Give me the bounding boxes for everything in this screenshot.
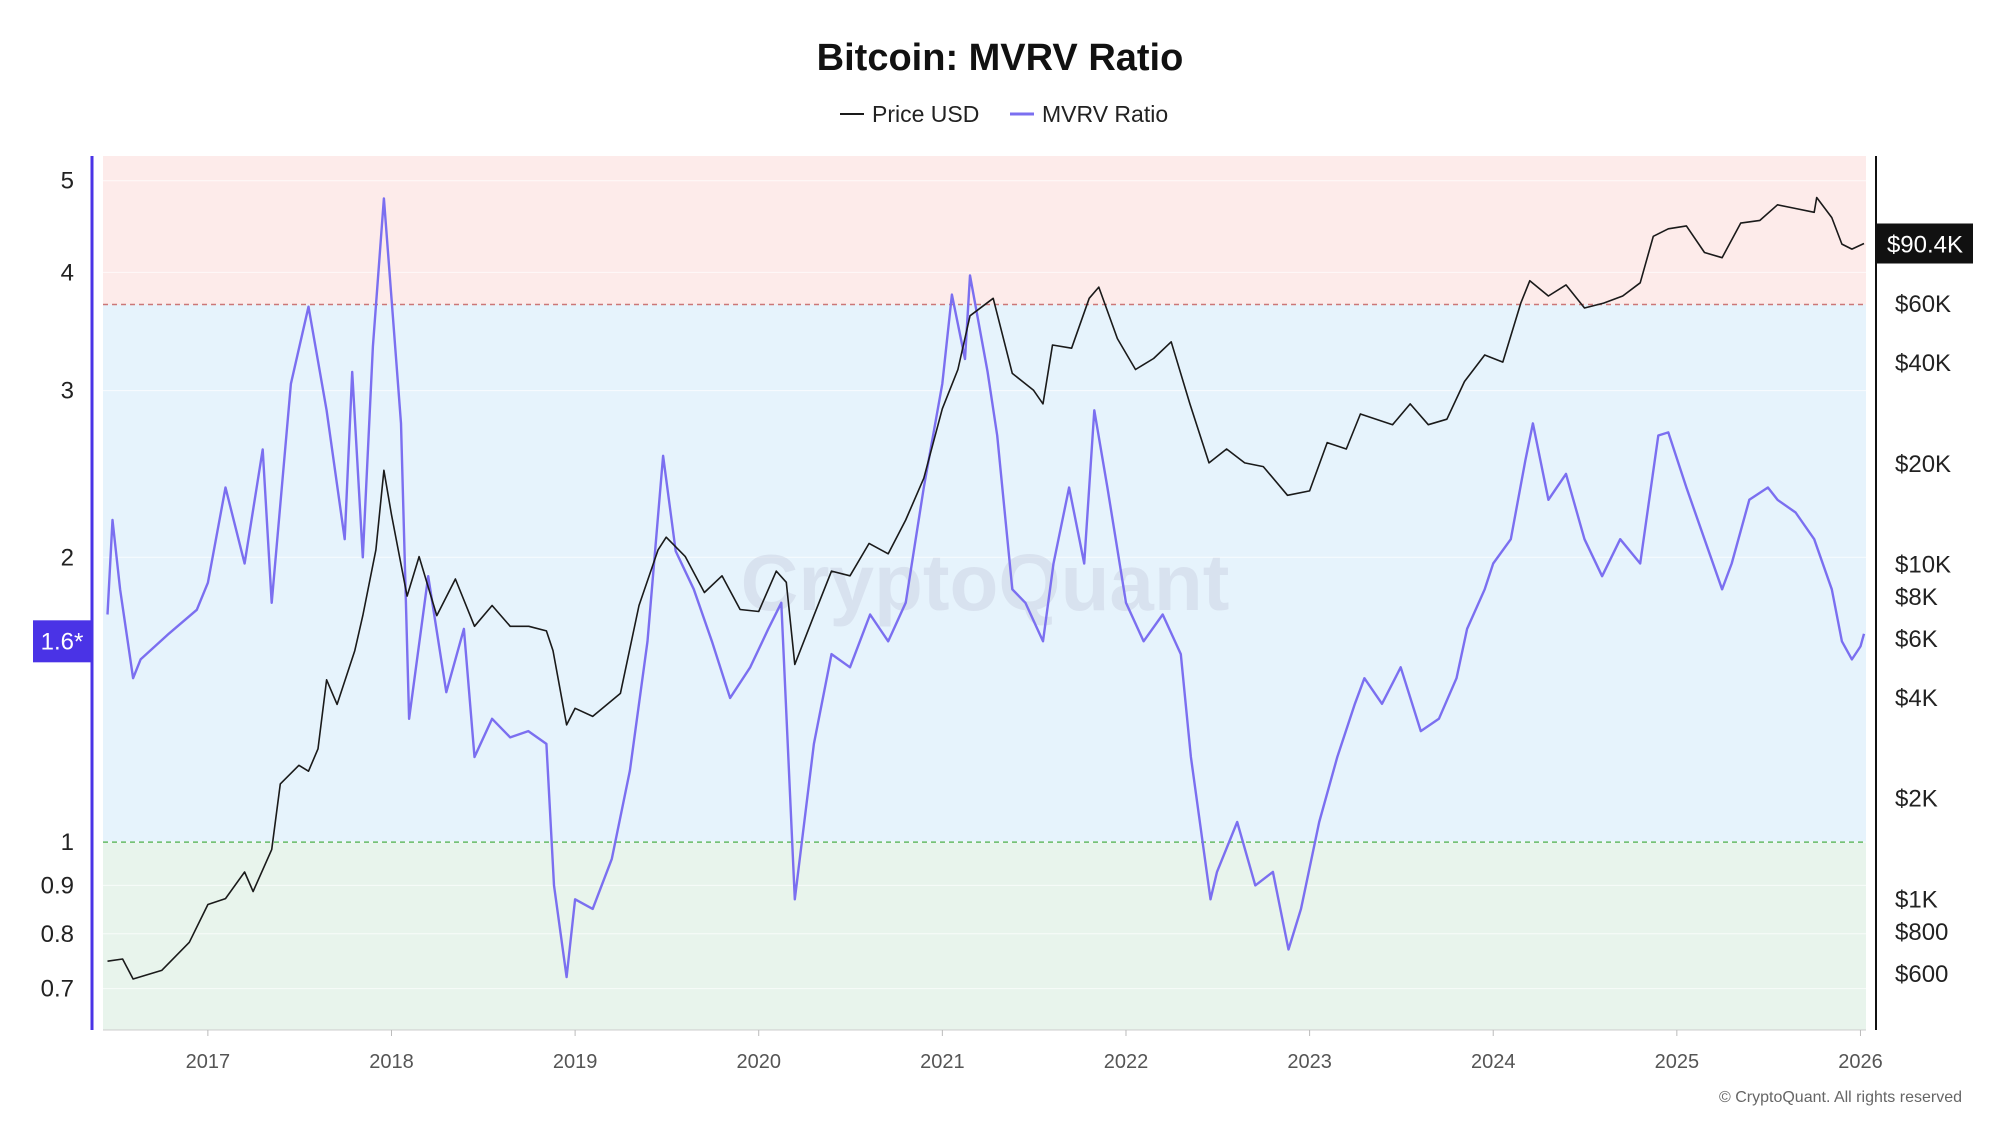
x-tick-label: 2021 (920, 1051, 965, 1073)
right-tick-label: $800 (1895, 919, 1948, 946)
zone-undervalued (103, 842, 1866, 1030)
left-tick-label: 0.7 (41, 976, 74, 1003)
mvrv-current-label: 1.6* (41, 628, 84, 655)
legend-price-label[interactable]: Price USD (872, 101, 979, 127)
right-tick-label: $60K (1895, 291, 1951, 318)
left-tick-label: 0.8 (41, 921, 74, 948)
x-tick-label: 2017 (186, 1051, 231, 1073)
price-current-badge (1877, 223, 1973, 264)
x-tick-label: 2020 (736, 1051, 781, 1073)
x-tick-label: 2022 (1104, 1051, 1149, 1073)
right-tick-label: $4K (1895, 685, 1938, 712)
series (106, 196, 1866, 980)
chart-title: Bitcoin: MVRV Ratio (817, 37, 1184, 79)
x-tick-label: 2023 (1287, 1051, 1332, 1073)
copyright: © CryptoQuant. All rights reserved (1719, 1089, 1962, 1106)
mvrv-current-badge (33, 620, 92, 663)
x-tick-label: 2019 (553, 1051, 598, 1073)
x-tick-label: 2018 (369, 1051, 414, 1073)
left-tick-label: 0.9 (41, 872, 74, 899)
right-tick-label: $6K (1895, 626, 1938, 653)
right-tick-label: $40K (1895, 350, 1951, 377)
right-tick-label: $2K (1895, 786, 1938, 813)
x-tick-label: 2025 (1655, 1051, 1700, 1073)
zone-overvalued (103, 156, 1866, 305)
right-tick-label: $600 (1895, 961, 1948, 988)
zone-neutral (103, 304, 1866, 843)
x-tick-label: 2024 (1471, 1051, 1516, 1073)
left-tick-label: 3 (61, 378, 74, 405)
price-current-label: $90.4K (1887, 232, 1963, 259)
left-tick-label: 2 (61, 544, 74, 571)
mvrv-ratio-line (106, 197, 1866, 979)
gridlines (103, 180, 1866, 990)
price-usd-line (107, 196, 1865, 980)
axes: 0.7 0.8 0.9 1 2 3 4 5 $600 $800 $1K $2K $4K $6K $8K $10… (33, 156, 1973, 1073)
legend: Price USD MVRV Ratio (840, 101, 1168, 127)
right-tick-label: $10K (1895, 552, 1951, 579)
x-tick-label: 2026 (1838, 1051, 1883, 1073)
left-tick-label: 1 (61, 829, 74, 856)
left-tick-label: 4 (61, 259, 74, 286)
left-tick-label: 5 (61, 168, 74, 195)
right-tick-label: $20K (1895, 451, 1951, 478)
watermark: CryptoQuant (741, 538, 1230, 627)
right-tick-label: $8K (1895, 584, 1938, 611)
legend-mvrv-label[interactable]: MVRV Ratio (1042, 101, 1168, 127)
right-tick-label: $1K (1895, 887, 1938, 914)
